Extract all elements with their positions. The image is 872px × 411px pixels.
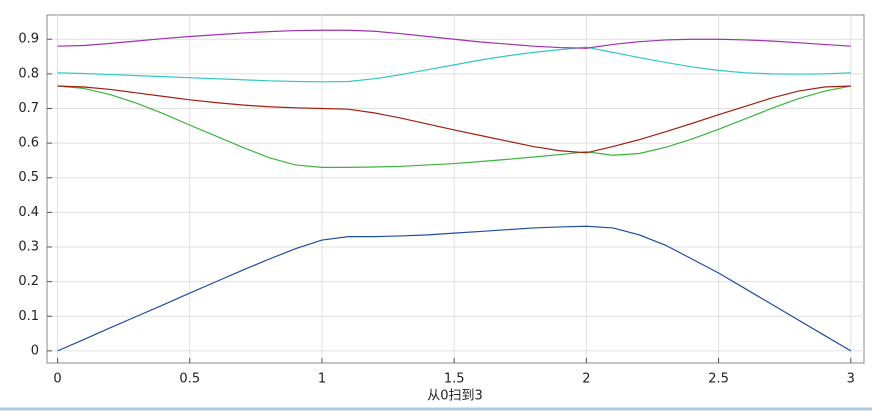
- x-tick-label: 3: [847, 372, 855, 387]
- series-line: [57, 85, 851, 154]
- y-tick-label: 0.7: [18, 101, 39, 116]
- x-tick-label: 0.5: [179, 372, 200, 387]
- y-tick-label: 0.2: [18, 274, 39, 289]
- x-tick-label: 1.5: [444, 372, 465, 387]
- y-tick-label: 0.5: [18, 170, 39, 185]
- series-line: [57, 29, 851, 49]
- series-line: [57, 46, 851, 83]
- series-line: [57, 85, 851, 168]
- plot-frame: [46, 14, 865, 364]
- y-tick-label: 0.6: [18, 136, 39, 151]
- y-tick-label: 0.3: [18, 240, 39, 255]
- x-tick-label: 2.5: [708, 372, 729, 387]
- y-tick-label: 0.8: [18, 66, 39, 81]
- x-tick-label: 1: [318, 372, 326, 387]
- y-tick-label: 0.1: [18, 309, 39, 324]
- x-tick-label: 2: [582, 372, 590, 387]
- y-tick-label: 0: [31, 343, 39, 358]
- x-axis-label: 从0扫到3: [427, 389, 483, 404]
- x-tick-label: 0: [53, 372, 61, 387]
- y-tick-label: 0.4: [18, 205, 39, 220]
- y-tick-label: 0.9: [18, 32, 39, 47]
- series-line: [57, 225, 852, 352]
